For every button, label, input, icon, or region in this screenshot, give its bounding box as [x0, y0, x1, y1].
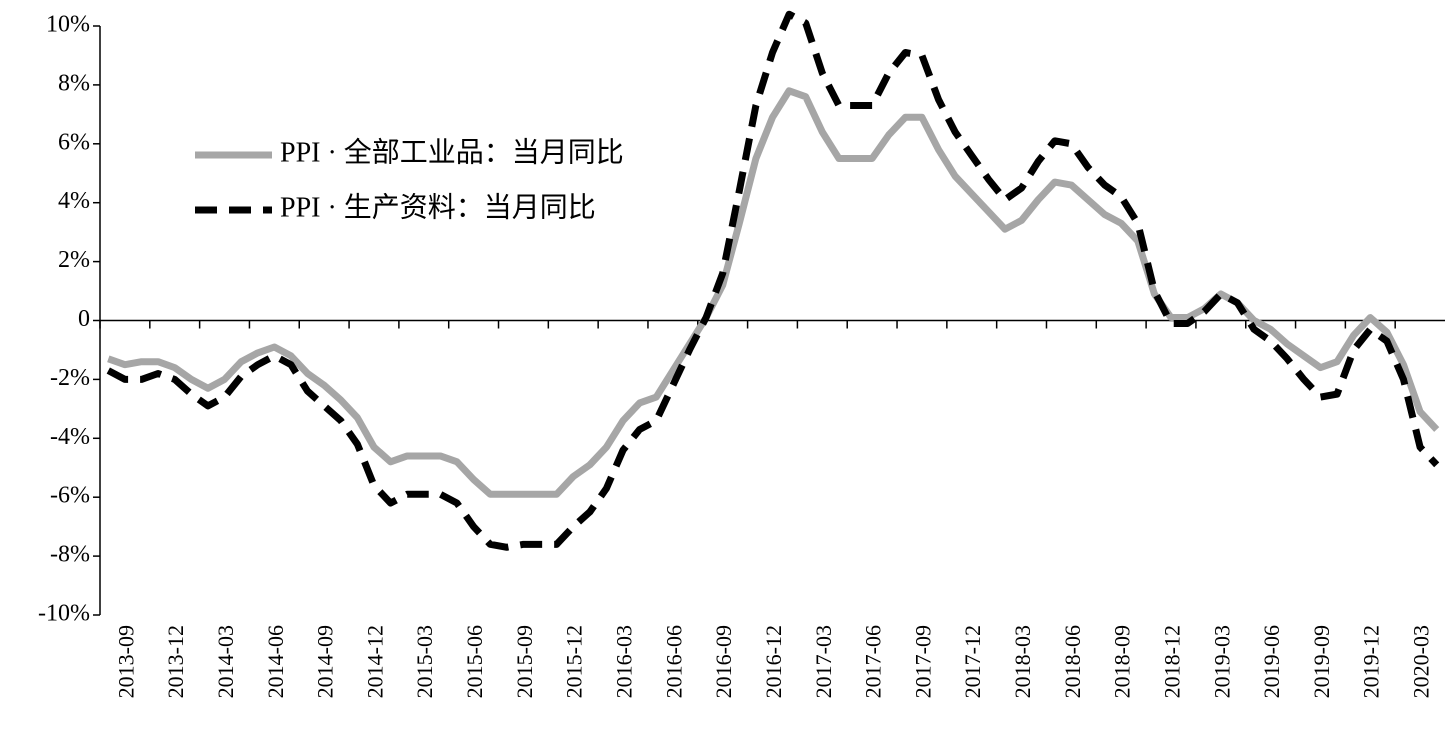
- x-tick-label: 2016-12: [761, 625, 786, 698]
- x-tick-label: 2015-09: [512, 625, 537, 698]
- x-tick-label: 2016-06: [661, 625, 686, 698]
- y-tick-label: -10%: [38, 601, 90, 627]
- x-tick-label: 2017-06: [861, 625, 886, 698]
- x-tick-label: 2020-03: [1409, 625, 1434, 698]
- x-tick-label: 2017-09: [910, 625, 935, 698]
- x-tick-label: 2015-03: [412, 625, 437, 698]
- y-tick-label: -6%: [50, 483, 90, 509]
- x-tick-label: 2019-06: [1259, 625, 1284, 698]
- x-tick-label: 2015-12: [562, 625, 587, 698]
- x-tick-label: 2015-06: [462, 625, 487, 698]
- x-tick-label: 2019-12: [1359, 625, 1384, 698]
- y-tick-label: -2%: [50, 365, 90, 391]
- y-tick-label: 6%: [58, 129, 90, 155]
- y-tick-label: 4%: [58, 188, 90, 214]
- y-tick-label: -8%: [50, 542, 90, 568]
- x-tick-label: 2014-12: [362, 625, 387, 698]
- y-tick-label: -4%: [50, 424, 90, 450]
- x-tick-label: 2014-09: [313, 625, 338, 698]
- x-tick-label: 2018-12: [1159, 625, 1184, 698]
- x-tick-label: 2019-03: [1209, 625, 1234, 698]
- y-tick-label: 0: [78, 306, 90, 332]
- series-line: [106, 10, 1440, 551]
- y-tick-label: 2%: [58, 247, 90, 273]
- legend-label: PPI · 生产资料：当月同比: [280, 191, 596, 223]
- x-tick-label: 2018-03: [1010, 625, 1035, 698]
- legend-label: PPI · 全部工业品：当月同比: [280, 136, 624, 168]
- x-tick-label: 2013-12: [163, 625, 188, 698]
- x-tick-label: 2014-06: [263, 625, 288, 698]
- x-tick-label: 2013-09: [113, 625, 138, 698]
- x-tick-label: 2017-12: [960, 625, 985, 698]
- x-tick-label: 2018-09: [1110, 625, 1135, 698]
- x-tick-label: 2016-03: [611, 625, 636, 698]
- x-tick-label: 2017-03: [811, 625, 836, 698]
- y-tick-label: 8%: [58, 70, 90, 96]
- x-tick-label: 2016-09: [711, 625, 736, 698]
- x-tick-label: 2019-09: [1309, 625, 1334, 698]
- x-tick-label: 2018-06: [1060, 625, 1085, 698]
- x-tick-label: 2014-03: [213, 625, 238, 698]
- y-tick-label: 10%: [46, 12, 90, 38]
